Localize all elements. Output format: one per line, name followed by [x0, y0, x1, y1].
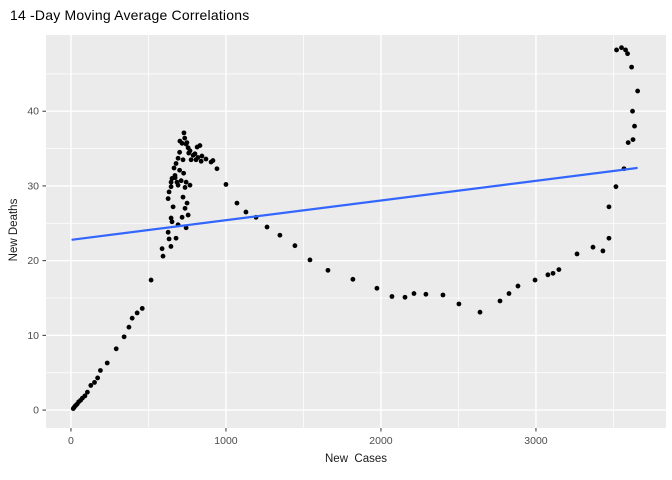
svg-text:3000: 3000 [524, 435, 548, 447]
smooth-line [71, 166, 638, 241]
chart-title: 14 -Day Moving Average Correlations [10, 7, 250, 23]
svg-text:0: 0 [68, 435, 74, 447]
scatter-points [70, 45, 641, 411]
tick-marks [42, 110, 537, 432]
x-axis-title: New Cases [325, 453, 387, 465]
y-tick-labels: 0 10 20 30 40 [27, 106, 39, 417]
svg-text:1000: 1000 [214, 435, 238, 447]
grid-minor [46, 35, 666, 428]
svg-text:2000: 2000 [369, 435, 393, 447]
svg-text:20: 20 [27, 255, 39, 267]
svg-text:10: 10 [27, 330, 39, 342]
grid-major [46, 35, 666, 428]
x-tick-labels: 0 1000 2000 3000 [68, 435, 548, 447]
svg-text:40: 40 [27, 106, 39, 118]
svg-text:30: 30 [27, 180, 39, 192]
panel-background [46, 35, 666, 428]
svg-text:0: 0 [33, 405, 39, 417]
y-axis-title: New Deaths [8, 198, 20, 262]
